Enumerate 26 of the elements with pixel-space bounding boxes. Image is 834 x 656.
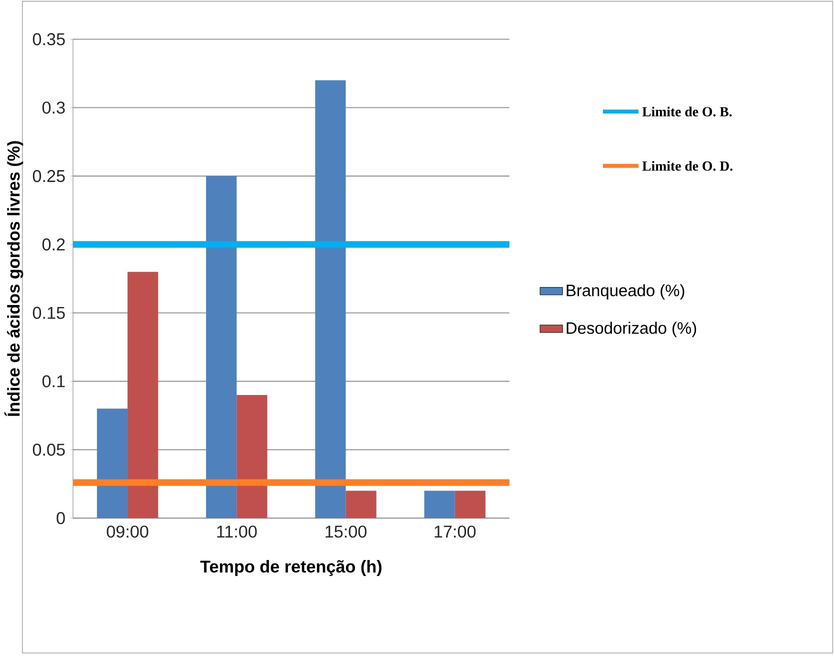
y-tick-label: 0.35 <box>32 33 65 46</box>
y-tick-label: 0.15 <box>32 307 65 320</box>
bar <box>346 490 376 518</box>
bar <box>96 408 128 518</box>
y-tick-label: 0.05 <box>32 444 65 456</box>
bar <box>128 272 158 518</box>
x-tick-label: 11:00 <box>217 526 257 538</box>
y-tick-label: 0.1 <box>42 375 65 388</box>
bar <box>424 490 455 518</box>
y-tick-label: 0.3 <box>42 102 65 114</box>
x-axis-title: Tempo de retenção (h) <box>200 560 382 576</box>
legend-label: Limite de O. D. <box>642 161 732 171</box>
bar <box>206 176 237 518</box>
legend-label: Desodorizado (%) <box>566 322 696 338</box>
x-tick-label: 15:00 <box>326 526 367 538</box>
legend-label: Branqueado (%) <box>566 284 684 300</box>
bar <box>236 395 268 518</box>
x-tick-label: 09:00 <box>106 526 148 538</box>
y-axis-title: Índice de ácidos gordos livres (%) <box>4 141 24 416</box>
y-tick-label: 0 <box>56 512 65 524</box>
bar <box>315 80 346 518</box>
y-tick-label: 0.2 <box>42 238 65 251</box>
bar <box>454 490 486 518</box>
x-tick-label: 17:00 <box>434 526 476 538</box>
y-tick-label: 0.25 <box>32 170 65 182</box>
legend-label: Limite de O. B. <box>642 106 732 117</box>
